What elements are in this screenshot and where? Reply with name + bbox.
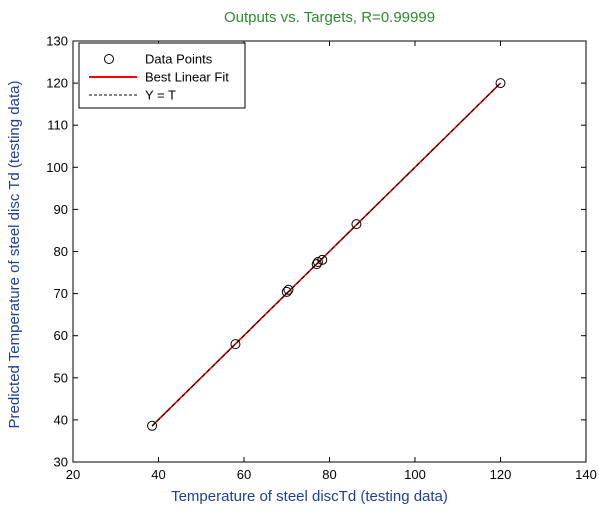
- x-tick-label: 60: [237, 467, 251, 482]
- x-tick-label: 100: [404, 467, 426, 482]
- y-tick-label: 80: [54, 244, 68, 259]
- data-point: [495, 78, 506, 89]
- legend-marker-circle: [104, 54, 114, 64]
- y-tick-label: 90: [54, 202, 68, 217]
- identity-line: [151, 82, 501, 427]
- data-points: [147, 78, 506, 431]
- y-tick-label: 50: [54, 370, 68, 385]
- y-tick-label: 70: [54, 286, 68, 301]
- data-point: [147, 420, 158, 431]
- y-tick-label: 110: [47, 118, 68, 133]
- x-tick-label: 20: [66, 467, 80, 482]
- x-tick-label: 40: [151, 467, 165, 482]
- legend-label: Best Linear Fit: [145, 70, 229, 85]
- x-axis-label: Temperature of steel discTd (testing dat…: [171, 488, 448, 505]
- legend-box: [78, 42, 246, 109]
- y-tick-label: 40: [54, 412, 68, 427]
- x-axis-ticks: 20 40 60 80 100 120 140: [66, 41, 597, 482]
- y-axis-label: Predicted Temperature of steel disc Td (…: [6, 81, 23, 429]
- x-tick-label: 120: [490, 467, 512, 482]
- y-tick-label: 60: [54, 328, 68, 343]
- y-axis-ticks: 30 40 50 60 70 80 90 100 110 120 130: [46, 34, 586, 470]
- legend-label: Y = T: [145, 88, 176, 103]
- data-point: [351, 219, 362, 230]
- legend-label: Data Points: [145, 52, 213, 67]
- y-tick-label: 30: [54, 455, 68, 470]
- data-point: [283, 284, 294, 295]
- data-point: [281, 286, 292, 297]
- data-point: [230, 339, 241, 350]
- x-tick-label: 140: [575, 467, 597, 482]
- data-point: [317, 254, 328, 265]
- plot-lines: [151, 82, 502, 427]
- y-tick-label: 120: [46, 76, 68, 91]
- legend: Data Points Best Linear Fit Y = T: [78, 42, 246, 109]
- y-tick-label: 100: [46, 160, 68, 175]
- chart-title: Outputs vs. Targets, R=0.99999: [224, 9, 435, 26]
- x-tick-label: 80: [322, 467, 336, 482]
- y-tick-label: 130: [46, 34, 68, 49]
